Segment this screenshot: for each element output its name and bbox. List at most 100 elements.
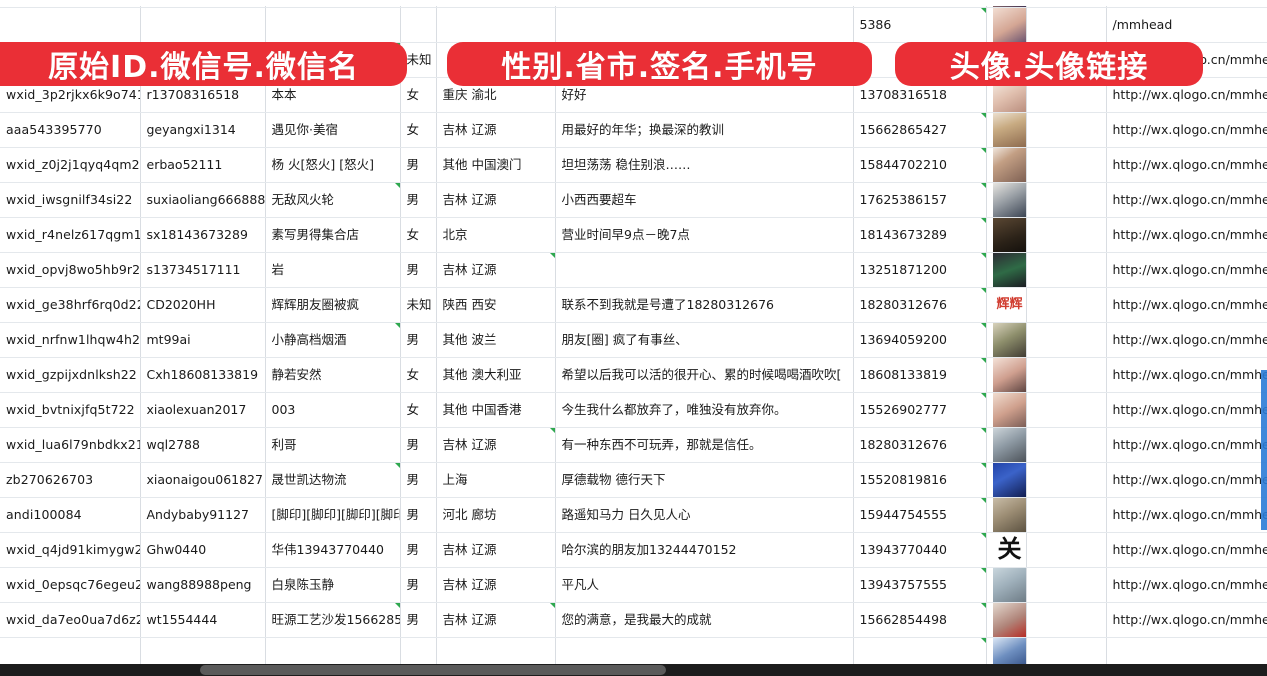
cell-phone[interactable]: 13694059200 (853, 322, 987, 358)
cell-avatar-url[interactable]: http://wx.qlogo.cn/mmhead (1106, 357, 1267, 393)
cell-avatar-thumbnail[interactable] (986, 322, 1027, 358)
cell-province-city[interactable]: 吉林 辽源 (436, 112, 556, 148)
table-row[interactable]: wxid_0epsqc76egeu22 wang88988peng 白泉陈玉静男吉林… (0, 567, 1267, 603)
cell-phone[interactable]: 15520819816 (853, 462, 987, 498)
cell-gender[interactable]: 男 (400, 252, 437, 288)
cell-signature[interactable]: 今生我什么都放弃了，唯独没有放弃你。 (555, 392, 854, 428)
cell-wechat-name[interactable]: 晟世凯达物流 (265, 462, 401, 498)
cell-signature[interactable]: 用最好的年华；换最深的教训 (555, 112, 854, 148)
cell-wechat-name[interactable] (265, 7, 401, 43)
table-row[interactable]: wxid_iwsgnilf34si22 suxiaoliang666888 无敌风火… (0, 182, 1267, 218)
cell-phone[interactable]: 13943757555 (853, 567, 987, 603)
cell-avatar-url[interactable]: /mmhead (1106, 7, 1267, 43)
cell-signature[interactable]: 小西西要超车 (555, 182, 854, 218)
cell-origin-id[interactable]: wxid_z0j2j1qyq4qm22 (0, 147, 141, 183)
cell-wechat-name[interactable]: 003 (265, 392, 401, 428)
cell-avatar-thumbnail[interactable] (986, 462, 1027, 498)
cell-avatar-overflow[interactable] (1026, 217, 1107, 253)
cell-avatar-url[interactable]: http://wx.qlogo.cn/mmhead (1106, 182, 1267, 218)
cell-avatar-thumbnail[interactable] (986, 147, 1027, 183)
cell-avatar-thumbnail[interactable] (986, 392, 1027, 428)
cell-gender[interactable]: 女 (400, 392, 437, 428)
cell-phone[interactable]: 13943770440 (853, 532, 987, 568)
table-row[interactable]: wxid_q4jd91kimygw21 Ghw0440 华伟13943770440 男… (0, 532, 1267, 568)
cell-origin-id[interactable]: wxid_iwsgnilf34si22 (0, 182, 141, 218)
cell-wechat-id[interactable]: suxiaoliang666888 (140, 182, 266, 218)
cell-phone[interactable]: 17625386157 (853, 182, 987, 218)
cell-gender[interactable]: 男 (400, 602, 437, 638)
cell-phone[interactable]: 15662854498 (853, 602, 987, 638)
cell-gender[interactable]: 女 (400, 77, 437, 113)
cell-phone[interactable]: 15526902777 (853, 392, 987, 428)
cell-province-city[interactable]: 吉林 辽源 (436, 427, 556, 463)
cell-gender[interactable]: 女 (400, 112, 437, 148)
cell-gender[interactable]: 男 (400, 567, 437, 603)
cell-phone[interactable]: 18280312676 (853, 287, 987, 323)
cell-province-city[interactable]: 其他 澳大利亚 (436, 357, 556, 393)
cell-avatar-thumbnail[interactable]: 关 (986, 532, 1027, 568)
cell-avatar-overflow[interactable] (1026, 252, 1107, 288)
table-row[interactable]: wxid_bvtnixjfq5t722 xiaolexuan2017 003 女其他 … (0, 392, 1267, 428)
cell-wechat-id[interactable]: wang88988peng (140, 567, 266, 603)
cell-avatar-thumbnail[interactable] (986, 497, 1027, 533)
cell-signature[interactable]: 平凡人 (555, 567, 854, 603)
cell-avatar-thumbnail[interactable] (986, 427, 1027, 463)
cell-wechat-id[interactable]: Andybaby91127 (140, 497, 266, 533)
table-row[interactable]: wxid_gzpijxdnlksh22 Cxh18608133819 静若安然女其他… (0, 357, 1267, 393)
cell-avatar-url[interactable]: http://wx.qlogo.cn/mmhead (1106, 532, 1267, 568)
cell-province-city[interactable]: 上海 (436, 462, 556, 498)
cell-signature[interactable]: 联系不到我就是号遭了18280312676 (555, 287, 854, 323)
horizontal-scrollbar[interactable] (0, 664, 1267, 676)
cell-phone[interactable]: 15944754555 (853, 497, 987, 533)
cell-province-city[interactable]: 陕西 西安 (436, 287, 556, 323)
cell-gender[interactable]: 男 (400, 462, 437, 498)
cell-phone[interactable]: 18280312676 (853, 427, 987, 463)
cell-gender[interactable] (400, 7, 437, 43)
table-row[interactable]: zb270626703 xiaonaigou061827 晟世凯达物流男上海 厚德载物… (0, 462, 1267, 498)
cell-gender[interactable]: 女 (400, 357, 437, 393)
cell-wechat-name[interactable]: 杨 火[怒火] [怒火] (265, 147, 401, 183)
cell-avatar-overflow[interactable] (1026, 392, 1107, 428)
cell-gender[interactable]: 男 (400, 497, 437, 533)
cell-phone[interactable]: 15844702210 (853, 147, 987, 183)
cell-province-city[interactable]: 吉林 辽源 (436, 252, 556, 288)
cell-avatar-overflow[interactable] (1026, 462, 1107, 498)
cell-avatar-thumbnail[interactable]: 辉辉 (986, 287, 1027, 323)
cell-wechat-name[interactable]: 静若安然 (265, 357, 401, 393)
cell-phone[interactable]: 5386 (853, 7, 987, 43)
cell-province-city[interactable]: 其他 中国澳门 (436, 147, 556, 183)
cell-wechat-id[interactable]: geyangxi1314 (140, 112, 266, 148)
cell-wechat-name[interactable]: 小静高档烟酒 (265, 322, 401, 358)
table-row[interactable]: wxid_z0j2j1qyq4qm22 erbao52111 杨 火[怒火] [怒火… (0, 147, 1267, 183)
cell-signature[interactable]: 哈尔滨的朋友加13244470152 (555, 532, 854, 568)
cell-signature[interactable]: 有一种东西不可玩弄，那就是信任。 (555, 427, 854, 463)
cell-wechat-name[interactable]: 白泉陈玉静 (265, 567, 401, 603)
cell-wechat-name[interactable]: 利哥 (265, 427, 401, 463)
cell-phone[interactable]: 15662865427 (853, 112, 987, 148)
cell-signature[interactable]: 坦坦荡荡 稳住别浪…… (555, 147, 854, 183)
cell-wechat-name[interactable]: 遇见你·美宿 (265, 112, 401, 148)
cell-origin-id[interactable]: wxid_ge38hrf6rq0d22 (0, 287, 141, 323)
cell-origin-id[interactable]: wxid_da7eo0ua7d6z22 (0, 602, 141, 638)
table-row[interactable]: wxid_lua6l79nbdkx21 wql2788 利哥男吉林 辽源 有一种东西不… (0, 427, 1267, 463)
table-row[interactable]: wxid_opvj8wo5hb9r22 s13734517111 岩男吉林 辽源 13… (0, 252, 1267, 288)
cell-origin-id[interactable]: wxid_opvj8wo5hb9r22 (0, 252, 141, 288)
cell-wechat-id[interactable]: wql2788 (140, 427, 266, 463)
cell-wechat-id[interactable]: wt1554444 (140, 602, 266, 638)
cell-avatar-url[interactable]: http://wx.qlogo.cn/mmhead (1106, 147, 1267, 183)
cell-avatar-url[interactable]: http://wx.qlogo.cn/mmhead (1106, 497, 1267, 533)
cell-origin-id[interactable]: wxid_gzpijxdnlksh22 (0, 357, 141, 393)
cell-wechat-id[interactable]: xiaonaigou061827 (140, 462, 266, 498)
cell-province-city[interactable]: 其他 中国香港 (436, 392, 556, 428)
cell-avatar-thumbnail[interactable] (986, 357, 1027, 393)
cell-signature[interactable] (555, 252, 854, 288)
cell-gender[interactable]: 男 (400, 427, 437, 463)
cell-signature[interactable] (555, 7, 854, 43)
cell-avatar-overflow[interactable] (1026, 322, 1107, 358)
cell-avatar-overflow[interactable] (1026, 602, 1107, 638)
cell-wechat-name[interactable]: 华伟13943770440 (265, 532, 401, 568)
cell-wechat-id[interactable]: CD2020HH (140, 287, 266, 323)
cell-origin-id[interactable]: wxid_0epsqc76egeu22 (0, 567, 141, 603)
cell-signature[interactable]: 希望以后我可以活的很开心、累的时候喝喝酒吹吹[ (555, 357, 854, 393)
